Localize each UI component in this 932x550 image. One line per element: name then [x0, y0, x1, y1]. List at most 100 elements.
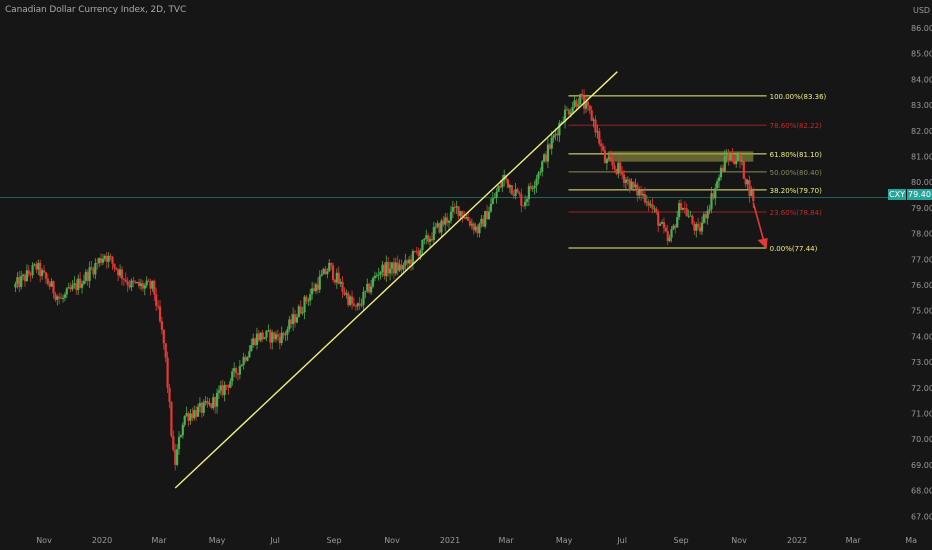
candle-body — [567, 109, 570, 115]
candle-body — [92, 268, 95, 275]
candle-body — [685, 208, 688, 217]
x-tick-label: May — [209, 536, 226, 545]
candle-body — [649, 204, 652, 206]
candle-body — [250, 345, 253, 352]
candle-body — [463, 216, 466, 219]
candle-body — [242, 356, 245, 365]
projection-arrow-shaft[interactable] — [752, 202, 766, 245]
candle-body — [577, 104, 580, 107]
candle-body — [99, 258, 103, 263]
candle-body — [196, 406, 200, 417]
candle-body — [341, 281, 344, 292]
candle-body — [480, 218, 483, 224]
candle-body — [719, 167, 723, 178]
candle-body — [744, 178, 747, 185]
y-tick-label: 67.00 — [911, 512, 932, 521]
projection-arrow-head[interactable] — [757, 238, 768, 250]
candle-body — [244, 356, 247, 361]
candle-body — [282, 332, 285, 336]
candle-body — [742, 160, 745, 179]
y-tick-label: 77.00 — [911, 255, 932, 264]
candle-body — [343, 291, 346, 295]
candle-body — [174, 449, 177, 465]
candle-body — [476, 226, 479, 234]
y-tick-label: 78.00 — [911, 230, 932, 239]
candle-body — [90, 267, 93, 269]
candle-body — [204, 400, 207, 403]
candle-body — [40, 270, 44, 277]
candle-body — [113, 263, 116, 268]
candle-body — [77, 278, 80, 290]
candle-body — [73, 283, 76, 286]
candle-body — [459, 211, 462, 216]
projection-arrow-layer[interactable] — [752, 202, 768, 250]
candle-body — [314, 284, 318, 292]
candle-body — [541, 161, 544, 172]
candle-body — [221, 385, 224, 395]
candle-body — [402, 265, 405, 270]
candle-body — [240, 364, 243, 367]
trendline-layer[interactable] — [174, 71, 618, 489]
candle-body — [198, 402, 202, 407]
candle-body — [514, 189, 517, 196]
candle-body — [297, 306, 300, 318]
candle-body — [134, 282, 137, 283]
candle-body — [79, 278, 82, 288]
candle-body — [307, 300, 310, 302]
y-tick-label: 68.00 — [911, 487, 932, 496]
candle-body — [137, 281, 141, 287]
candle-body — [419, 249, 422, 257]
candle-body — [238, 366, 241, 375]
candle-body — [168, 387, 171, 402]
candle-body — [320, 274, 323, 277]
candle-body — [425, 235, 428, 239]
x-tick-label: Mar — [499, 536, 515, 545]
candle-body — [598, 131, 601, 144]
candle-body — [31, 265, 34, 276]
price-unit-label: USD — [913, 6, 931, 15]
candle-body — [86, 271, 89, 281]
candle-body — [706, 210, 709, 219]
x-axis[interactable]: Nov 2020 Mar May Jul Sep Nov 2021 Mar May Jul Sep No… — [36, 536, 917, 545]
candle-body — [679, 203, 683, 210]
candle-body — [107, 255, 110, 262]
y-tick-label: 73.00 — [911, 358, 932, 367]
candle-body — [103, 255, 106, 259]
candle-body — [603, 150, 607, 164]
candle-body — [560, 122, 563, 124]
candle-body — [546, 144, 550, 162]
x-tick-label: 2021 — [440, 536, 460, 545]
candle-body — [430, 238, 434, 241]
candle-body — [586, 101, 589, 106]
candle-body — [255, 333, 259, 345]
candle-body — [98, 258, 101, 264]
candle-body — [447, 220, 451, 223]
candle-body — [377, 274, 380, 276]
candle-body — [588, 105, 591, 111]
resistance-zone[interactable] — [607, 151, 754, 162]
candle-body — [451, 206, 454, 212]
candle-body — [723, 156, 726, 172]
candle-body — [65, 288, 68, 295]
y-tick-label: 85.00 — [911, 50, 932, 59]
fib-level-label: 0.00%(77.44) — [770, 245, 818, 253]
candle-body — [293, 314, 297, 323]
candle-body — [56, 296, 59, 300]
candle-body — [33, 264, 36, 266]
candle-body — [607, 157, 610, 160]
y-tick-label: 76.00 — [911, 281, 932, 290]
candle-body — [518, 192, 521, 195]
candle-body — [276, 334, 280, 337]
candle-body — [176, 449, 179, 465]
candle-body — [520, 194, 523, 206]
trendline[interactable] — [174, 71, 618, 489]
candle-body — [347, 293, 350, 305]
candle-body — [358, 303, 361, 306]
candle-body — [52, 281, 55, 294]
candle-body — [187, 413, 190, 421]
resistance-zone-layer[interactable] — [607, 151, 754, 162]
candle-body — [512, 194, 515, 196]
y-axis[interactable]: 67.00 68.00 69.00 70.00 71.00 72.00 73.00 74.00… — [911, 24, 932, 521]
candle-body — [493, 197, 496, 199]
